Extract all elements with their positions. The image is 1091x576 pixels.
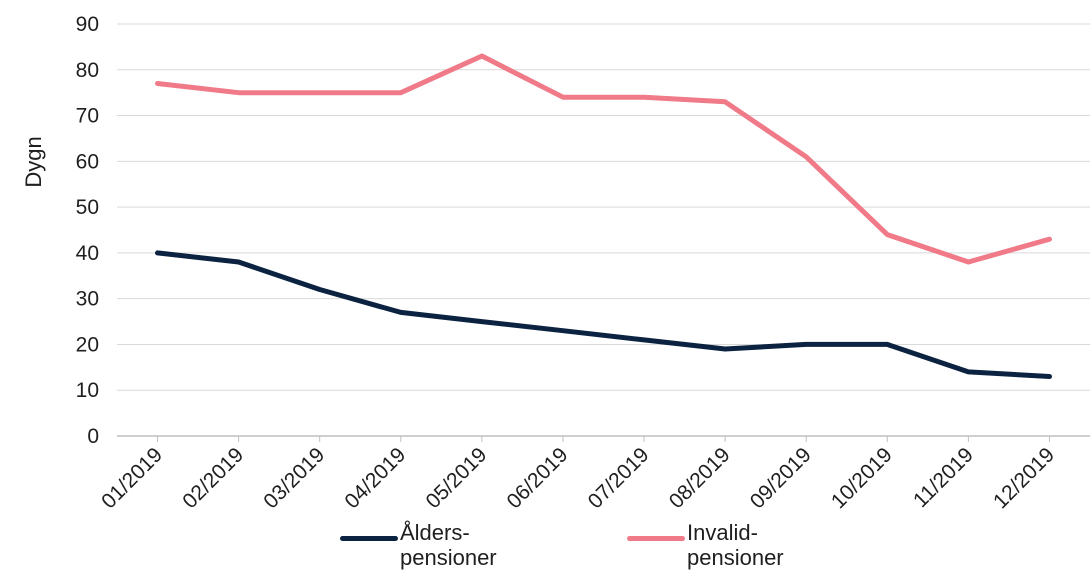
y-tick-label: 80: [76, 59, 99, 82]
series-line-alderspensioner: [155, 250, 1052, 379]
legend-label-alders: Ålders- pensioner: [400, 520, 497, 570]
gridlines: [117, 23, 1090, 437]
x-tick-label: 06/2019: [503, 443, 573, 513]
legend-swatch-alders: [340, 536, 398, 541]
y-tick-label: 20: [76, 333, 99, 356]
x-tick-label: 08/2019: [665, 443, 735, 513]
x-axis-ticks: 01/2019 02/2019 03/2019 04/2019 05/2019 06/20…: [97, 436, 1059, 513]
y-axis-label: Dygn: [21, 136, 46, 187]
legend-item-invalid: Invalid- pensioner: [627, 520, 784, 570]
x-tick-label: 05/2019: [421, 443, 491, 513]
x-tick-label: 01/2019: [97, 443, 167, 513]
y-tick-label: 10: [76, 379, 99, 402]
x-tick-label: 07/2019: [584, 443, 654, 513]
legend-item-alders: Ålders- pensioner: [340, 520, 497, 570]
legend-label-invalid: Invalid- pensioner: [687, 520, 784, 570]
x-tick-label: 11/2019: [909, 443, 978, 512]
y-tick-label: 60: [76, 150, 99, 173]
y-tick-label: 90: [76, 13, 99, 36]
series-line-invalidpensioner: [155, 53, 1052, 265]
x-tick-label: 02/2019: [178, 443, 248, 513]
y-tick-label: 30: [76, 288, 99, 311]
x-tick-label: 09/2019: [746, 443, 816, 513]
y-axis-ticks: 0 10 20 30 40 50 60 70 80 90: [76, 13, 99, 448]
x-tick-label: 04/2019: [340, 443, 410, 513]
x-tick-label: 03/2019: [259, 443, 329, 513]
y-tick-label: 50: [76, 196, 99, 219]
y-tick-label: 0: [87, 425, 99, 448]
legend-swatch-invalid: [627, 536, 685, 541]
x-tick-label: 12/2019: [989, 443, 1059, 513]
y-tick-label: 40: [76, 242, 99, 265]
x-tick-label: 10/2019: [827, 443, 897, 513]
series-lines: [155, 53, 1052, 379]
y-tick-label: 70: [76, 105, 99, 128]
